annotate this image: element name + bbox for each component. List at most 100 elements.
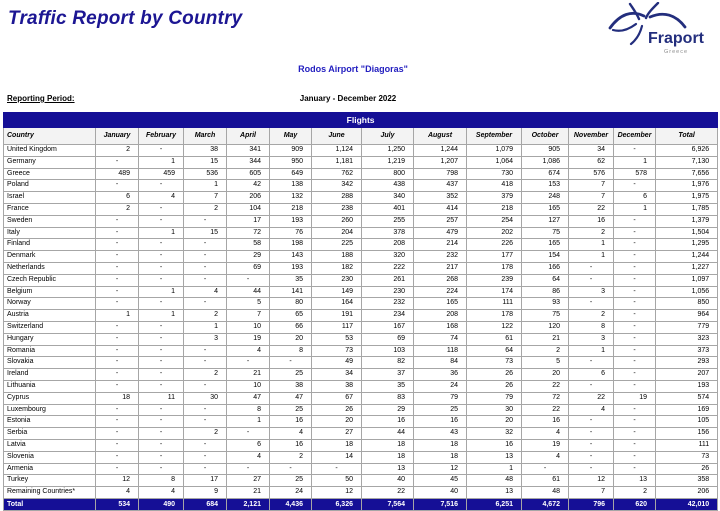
value-cell: 1,086 (521, 155, 569, 169)
value-cell: - (138, 238, 184, 252)
value-cell: 48 (521, 486, 569, 499)
value-cell: 379 (466, 191, 522, 204)
value-cell: - (183, 379, 227, 393)
value-cell: 174 (466, 285, 522, 299)
value-cell: 238 (311, 202, 362, 216)
table-banner-row: Flights (2, 112, 719, 128)
value-cell: 198 (269, 238, 312, 252)
value-cell: 489 (95, 167, 139, 181)
logo-region-text: Greece (664, 49, 688, 55)
value-cell: 168 (413, 320, 467, 334)
table-banner: Flights (2, 112, 719, 128)
value-cell: 373 (654, 344, 719, 358)
value-cell: 26 (654, 462, 719, 476)
value-cell: 1,244 (413, 144, 467, 157)
table-row: Slovakia - - - - -49 82 84 73 5- -293 (3, 356, 719, 370)
value-cell: 82 (361, 356, 414, 370)
country-cell: Remaining Countries* (3, 486, 96, 499)
total-value-cell: 620 (613, 497, 656, 511)
value-cell: - (138, 379, 184, 393)
value-cell: 44 (361, 427, 414, 440)
value-cell: 2 (183, 427, 227, 440)
value-cell: 1,785 (654, 202, 719, 216)
country-cell: France (3, 202, 96, 216)
table-row: Austria 1 1 2 7 65 191 234 208 178 75 2-964 (3, 309, 719, 322)
value-cell: 649 (269, 167, 312, 181)
value-cell: 342 (311, 179, 362, 193)
value-cell: 111 (466, 297, 522, 311)
value-cell: 1 (138, 285, 184, 299)
value-cell: - (183, 238, 227, 252)
value-cell: - (95, 250, 139, 263)
table-row: Germany -1 15 344 950 1,181 1,219 1,207 1,064 1,0… (3, 155, 719, 169)
value-cell: - (138, 462, 184, 476)
value-cell: 605 (226, 167, 270, 181)
total-value-cell: 6,326 (311, 497, 362, 511)
value-cell: 18 (311, 438, 362, 452)
column-header: April (226, 127, 270, 145)
value-cell: - (138, 415, 184, 429)
value-cell: 1,124 (311, 144, 362, 157)
value-cell: 202 (466, 226, 522, 240)
page-title: Traffic Report by Country (8, 8, 243, 29)
total-value-cell: 7,564 (361, 497, 414, 511)
value-cell: - (568, 356, 614, 370)
table-row: Cyprus 18 11 30 47 47 67 83 79 79 72 22 19 574 (3, 391, 719, 405)
value-cell: - (138, 214, 184, 228)
value-cell: 2 (183, 202, 227, 216)
country-cell: Hungary (3, 332, 96, 346)
value-cell: - (95, 297, 139, 311)
value-cell: 75 (521, 226, 569, 240)
country-cell: Estonia (3, 415, 96, 429)
value-cell: 83 (361, 391, 414, 405)
total-value-cell: 42,010 (654, 497, 719, 511)
value-cell: 47 (269, 391, 312, 405)
value-cell: - (568, 273, 614, 287)
value-cell: 4 (226, 450, 270, 464)
value-cell: 7 (568, 191, 614, 204)
value-cell: 141 (269, 285, 312, 299)
column-header: June (311, 127, 362, 145)
value-cell: 27 (311, 427, 362, 440)
country-cell: Latvia (3, 438, 96, 452)
value-cell: 578 (613, 167, 656, 181)
reporting-period-value: January - December 2022 (299, 94, 397, 103)
value-cell: 2 (613, 486, 656, 499)
value-cell: 22 (568, 391, 614, 405)
value-cell: 248 (521, 191, 569, 204)
value-cell: 193 (269, 214, 312, 228)
value-cell: 576 (568, 167, 614, 181)
value-cell: 8 (226, 403, 270, 417)
value-cell: 37 (361, 368, 414, 381)
value-cell: - (226, 427, 270, 440)
value-cell: 21 (226, 486, 270, 499)
value-cell: 1 (568, 344, 614, 358)
value-cell: 218 (269, 202, 312, 216)
table-row: Romania - - -4 8 73 103 118 64 2 1-373 (3, 344, 719, 358)
table-row: Remaining Countries* 4 4 9 21 24 12 22 40 13 48 7 2 2… (3, 486, 719, 499)
value-cell: 20 (311, 415, 362, 429)
value-cell: 29 (226, 250, 270, 263)
value-cell: 11 (138, 391, 184, 405)
value-cell: 79 (466, 391, 522, 405)
value-cell: - (95, 238, 139, 252)
value-cell: - (183, 261, 227, 275)
country-cell: Lithuania (3, 379, 96, 393)
value-cell: 178 (466, 261, 522, 275)
value-cell: 19 (521, 438, 569, 452)
value-cell: 14 (311, 450, 362, 464)
value-cell: 86 (521, 285, 569, 299)
value-cell: - (138, 332, 184, 346)
value-cell: 29 (361, 403, 414, 417)
value-cell: 352 (413, 191, 467, 204)
value-cell: - (613, 238, 656, 252)
table-row: Ireland - -2 21 25 34 37 36 26 20 6-207 (3, 368, 719, 381)
value-cell: - (613, 344, 656, 358)
value-cell: 26 (311, 403, 362, 417)
value-cell: 32 (466, 427, 522, 440)
value-cell: 226 (466, 238, 522, 252)
total-row: Total 534 490 684 2,121 4,436 6,326 7,564 7,516 6… (3, 497, 719, 511)
value-cell: 193 (654, 379, 719, 393)
value-cell: - (138, 368, 184, 381)
value-cell: 438 (361, 179, 414, 193)
